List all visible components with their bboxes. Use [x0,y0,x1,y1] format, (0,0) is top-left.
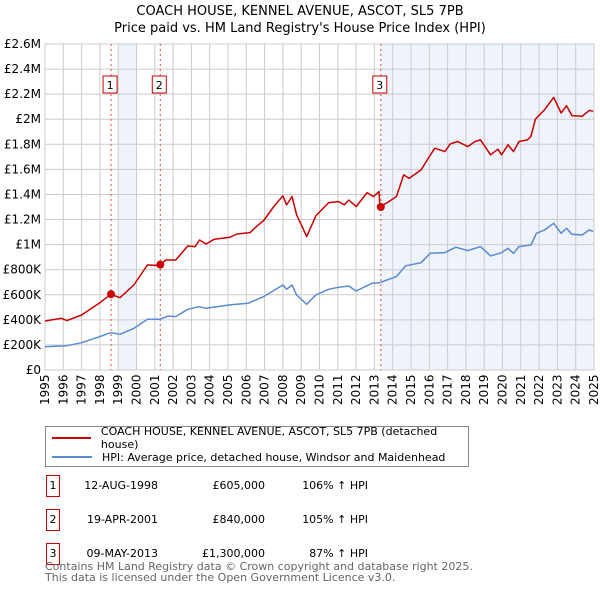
y-tick-label: £1.6M [4,162,41,176]
x-tick-label: 2002 [166,374,180,405]
hpi-line [44,222,594,348]
y-tick-label: £600K [3,288,43,302]
footer-licence: This data is licensed under the Open Gov… [45,571,396,584]
legend-swatch-red [52,437,91,439]
x-tick-label: 2015 [404,374,418,405]
legend-label-property: COACH HOUSE, KENNEL AVENUE, ASCOT, SL5 7… [100,425,438,451]
sale-row: 2 19-APR-2001 £840,000 105% ↑ HPI [0,509,600,533]
x-tick-label: 2019 [477,374,491,405]
x-tick-label: 2013 [367,374,381,405]
chart-title: COACH HOUSE, KENNEL AVENUE, ASCOT, SL5 7… [136,4,464,19]
sale-point [107,290,116,299]
x-tick-label: 2020 [496,374,510,405]
x-tick-label: 1999 [111,374,125,405]
chart-subtitle: Price paid vs. HM Land Registry's House … [114,21,486,36]
y-tick-label: £2.2M [4,87,41,101]
x-tick-label: 2024 [569,374,583,405]
shaded-region [118,44,137,370]
x-tick-label: 2008 [276,374,290,405]
y-tick-label: £2M [15,112,41,126]
legend-swatch-blue [52,456,92,458]
sale-point [156,260,165,269]
x-tick-label: 2009 [294,374,308,405]
sale-date: 09-MAY-2013 [86,547,158,560]
y-tick-label: £1M [15,238,41,252]
x-tick-label: 1996 [56,374,70,405]
sale-hpi: 106% ↑ HPI [302,479,368,492]
sale-price: £1,300,000 [202,547,265,560]
x-tick-label: 2014 [386,374,400,405]
x-tick-label: 2018 [459,374,473,405]
x-tick-label: 2000 [130,374,144,405]
legend-label-hpi: HPI: Average price, detached house, Wind… [102,450,446,464]
sale-marker-label: 3 [46,543,60,565]
sale-row: 1 12-AUG-1998 £605,000 106% ↑ HPI [0,475,600,499]
sale-marker-box [151,75,167,94]
shaded-region [380,44,594,370]
y-tick-label: £800K [3,263,43,277]
x-tick-label: 2025 [587,374,600,405]
y-tick-label: £2.6M [4,37,41,51]
x-tick-label: 2017 [441,374,455,405]
sale-row: 3 09-MAY-2013 £1,300,000 87% ↑ HPI [0,543,600,567]
legend-item-hpi: HPI: Average price, detached house, Wind… [52,449,445,465]
x-tick-label: 2010 [313,374,327,405]
x-tick-label: 2007 [258,374,272,405]
x-tick-label: 2006 [239,374,253,405]
x-tick-label: 2021 [514,374,528,405]
y-tick-label: £1.2M [4,213,41,227]
x-tick-label: 2001 [148,374,162,405]
x-tick-label: 2003 [184,374,198,405]
x-tick-label: 1998 [93,374,107,405]
sale-marker-box [102,75,118,94]
y-tick-label: £400K [3,313,43,327]
x-tick-label: 2022 [532,374,546,405]
x-tick-label: 2012 [349,374,363,405]
sale-marker-label: 1 [46,475,60,497]
footer-copyright: Contains HM Land Registry data © Crown c… [45,560,473,573]
sale-price: £605,000 [212,479,266,492]
sale-price: £840,000 [212,513,266,526]
y-tick-label: £1.4M [4,187,41,201]
plot-area: £0 £200K £400K £600K £800K £1M £1.2M £1.4M £1.6M… [3,37,600,405]
x-tick-label: 1997 [75,374,89,405]
sale-marker-label: 2 [156,79,163,92]
sale-date: 12-AUG-1998 [84,479,158,492]
sale-date: 19-APR-2001 [86,513,158,526]
sale-point [376,203,385,211]
y-tick-label: £0 [26,363,41,377]
y-tick-label: £2.4M [4,62,41,76]
plot-border [44,43,595,371]
property-price-line [44,96,594,322]
sale-marker-box [372,75,388,94]
sale-marker-label: 1 [107,79,114,92]
y-tick-label: £200K [3,338,43,352]
x-tick-label: 2023 [550,374,564,405]
sale-marker-label: 3 [376,79,383,92]
x-tick-label: 2004 [203,374,217,405]
y-tick-label: £1.8M [4,137,41,151]
sale-marker-label: 2 [46,509,60,531]
x-tick-label: 1995 [38,374,52,405]
sale-hpi: 87% ↑ HPI [309,547,368,560]
sale-hpi: 105% ↑ HPI [302,513,368,526]
x-tick-label: 2011 [331,374,345,405]
legend-item-property: COACH HOUSE, KENNEL AVENUE, ASCOT, SL5 7… [52,425,468,451]
legend: COACH HOUSE, KENNEL AVENUE, ASCOT, SL5 7… [45,425,469,467]
x-tick-label: 2005 [221,374,235,405]
x-tick-label: 2016 [422,374,436,405]
